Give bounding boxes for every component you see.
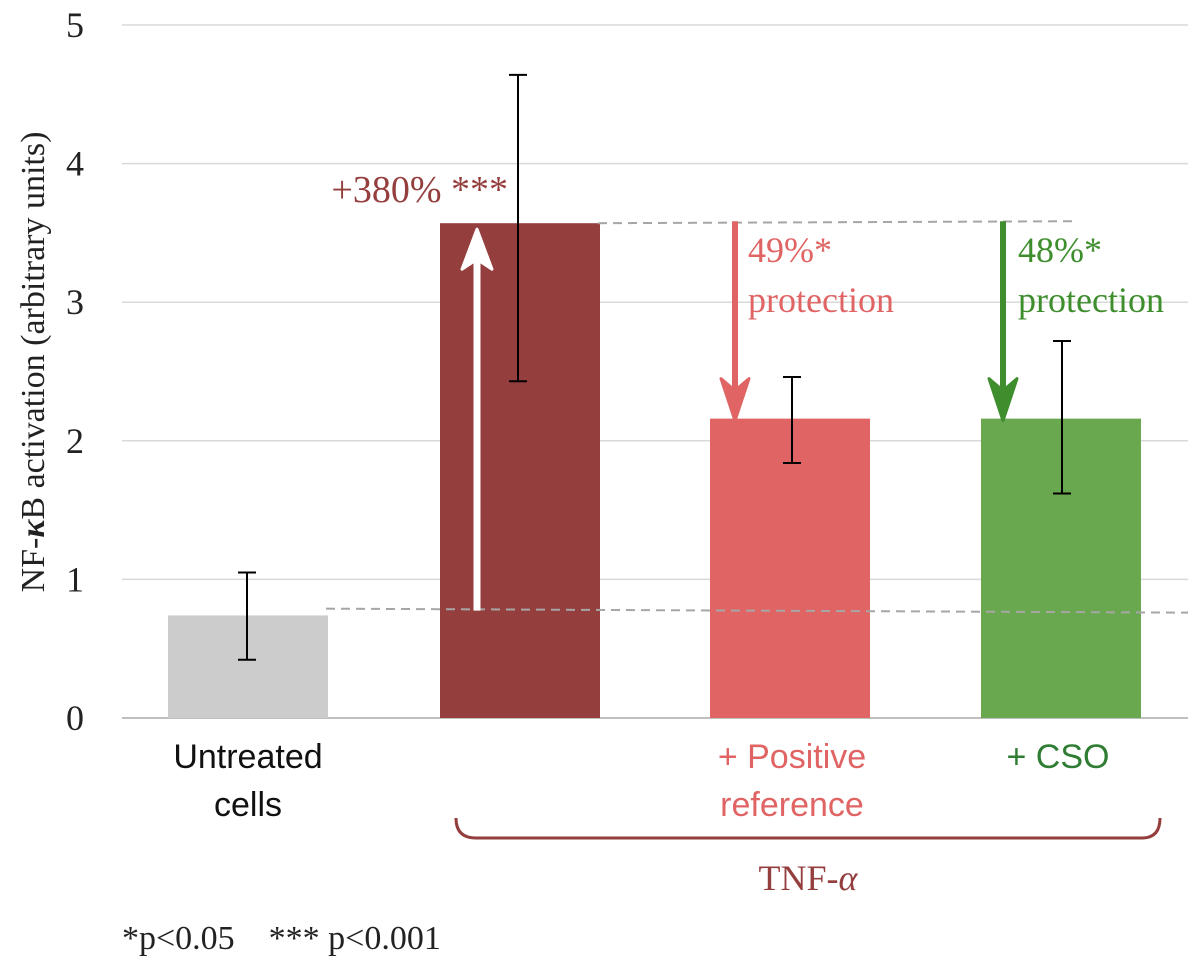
category-label: cells [214, 786, 282, 824]
bar [440, 223, 600, 718]
significance-footnote: *p<0.05 *** p<0.001 [122, 920, 441, 957]
cso-protection-percent: 48%* [1018, 230, 1102, 270]
reference-protection-arrow-head [719, 377, 751, 423]
increase-label: +380% *** [331, 169, 508, 211]
y-tick-label: 2 [66, 421, 84, 461]
category-label: + CSO [1007, 738, 1110, 776]
reference-protection-label: protection [748, 280, 894, 320]
cso-protection-label: protection [1018, 280, 1164, 320]
y-tick-label: 4 [66, 144, 84, 184]
y-axis-label-kappa: κ [15, 519, 52, 538]
increase-arrow-head [460, 227, 494, 271]
category-label: reference [720, 786, 864, 824]
category-label: + Positive [718, 738, 866, 776]
y-tick-label: 3 [66, 282, 84, 322]
tnf-reference-line [597, 220, 1077, 225]
cso-protection-arrow-head [987, 377, 1019, 423]
y-axis-label: NF-κB activation (arbitrary units) [15, 132, 52, 593]
y-axis-label-prefix: NF- [15, 538, 52, 593]
y-tick-label: 0 [66, 698, 84, 738]
tnf-group-bracket [454, 817, 1162, 840]
bar [710, 418, 870, 718]
tnf-group-label-prefix: TNF- [759, 858, 839, 898]
reference-protection-percent: 49%* [748, 230, 832, 270]
tnf-group-label-alpha: α [839, 858, 859, 898]
tnf-group-label: TNF-α [759, 858, 859, 898]
category-label: Untreated [173, 738, 322, 776]
y-axis-label-suffix: B activation (arbitrary units) [15, 132, 52, 520]
y-tick-label: 1 [66, 559, 84, 599]
y-tick-label: 5 [66, 5, 84, 45]
baseline-reference-line [325, 607, 1189, 614]
